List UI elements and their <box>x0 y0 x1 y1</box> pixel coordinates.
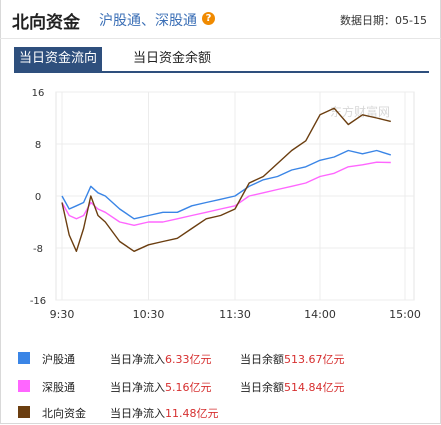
x-tick-label: 14:00 <box>304 308 336 321</box>
y-tick-label: 8 <box>35 140 41 151</box>
legend-flow: 当日净流入11.48亿元 <box>110 407 219 420</box>
data-date: 数据日期：05-15 <box>340 14 427 27</box>
legend-swatch-sgt <box>18 380 30 392</box>
x-tick-label: 11:30 <box>219 308 251 321</box>
legend-name: 深股通 <box>42 381 75 394</box>
legend-name: 沪股通 <box>42 353 75 366</box>
help-icon[interactable]: ? <box>202 12 215 25</box>
y-tick-label: -8 <box>33 244 43 255</box>
series-line-1 <box>61 161 391 227</box>
x-tick-label: 9:30 <box>50 308 75 321</box>
legend-swatch-north <box>18 406 30 418</box>
legend-balance: 当日余额513.67亿元 <box>240 353 345 366</box>
tab-daily-balance[interactable]: 当日资金余额 <box>133 51 212 66</box>
legend-row-north: 北向资金 当日净流入11.48亿元 <box>14 402 434 424</box>
watermark: 东方财富网 <box>330 104 390 119</box>
tab-daily-flow[interactable]: 当日资金流向 <box>14 47 103 71</box>
legend-flow: 当日净流入5.16亿元 <box>110 381 212 394</box>
legend-row-hgt: 沪股通 当日净流入6.33亿元 当日余额513.67亿元 <box>14 348 434 370</box>
series-line-0 <box>61 149 392 220</box>
legend-name: 北向资金 <box>42 407 86 420</box>
flow-chart: 16 8 0 -8 -16 9:30 10:30 11:30 14:00 15:00 东方财富网 <box>30 88 421 321</box>
x-tick-label: 15:00 <box>389 308 421 321</box>
legend-balance: 当日余额514.84亿元 <box>240 381 345 394</box>
legend-swatch-hgt <box>18 352 30 364</box>
tab-bar: 当日资金流向 当日资金余额 <box>14 47 429 73</box>
page-title: 北向资金 <box>12 13 80 33</box>
header: 北向资金 沪股通、深股通 ? 数据日期：05-15 <box>0 0 441 39</box>
y-tick-label: 0 <box>35 192 41 203</box>
legend-flow: 当日净流入6.33亿元 <box>110 353 212 366</box>
y-tick-label: 16 <box>32 88 45 99</box>
x-tick-label: 10:30 <box>133 308 165 321</box>
legend-row-sgt: 深股通 当日净流入5.16亿元 当日余额514.84亿元 <box>14 376 434 398</box>
y-tick-label: -16 <box>30 296 46 307</box>
subtitle-link[interactable]: 沪股通、深股通 <box>99 13 197 29</box>
series-line-2 <box>61 107 391 253</box>
